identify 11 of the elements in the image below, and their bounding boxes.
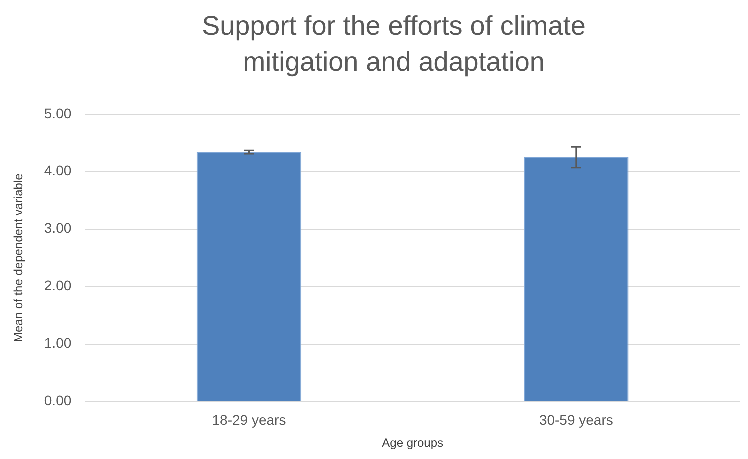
x-axis-title: Age groups <box>382 436 444 450</box>
x-tick-label: 18-29 years <box>212 412 286 428</box>
y-tick-label: 1.00 <box>44 335 72 352</box>
y-tick-label: 5.00 <box>44 105 72 122</box>
y-tick-label: 4.00 <box>44 162 72 179</box>
y-axis-title: Mean of the dependent variable <box>12 173 26 342</box>
y-tick-label: 3.00 <box>44 220 72 236</box>
y-tick-label: 2.00 <box>44 278 72 294</box>
x-tick-label: 30-59 years <box>539 412 614 428</box>
y-tick-label: 0.00 <box>44 392 72 409</box>
chart-title: Support for the efforts of climate mitigation and adaptation <box>201 10 587 79</box>
